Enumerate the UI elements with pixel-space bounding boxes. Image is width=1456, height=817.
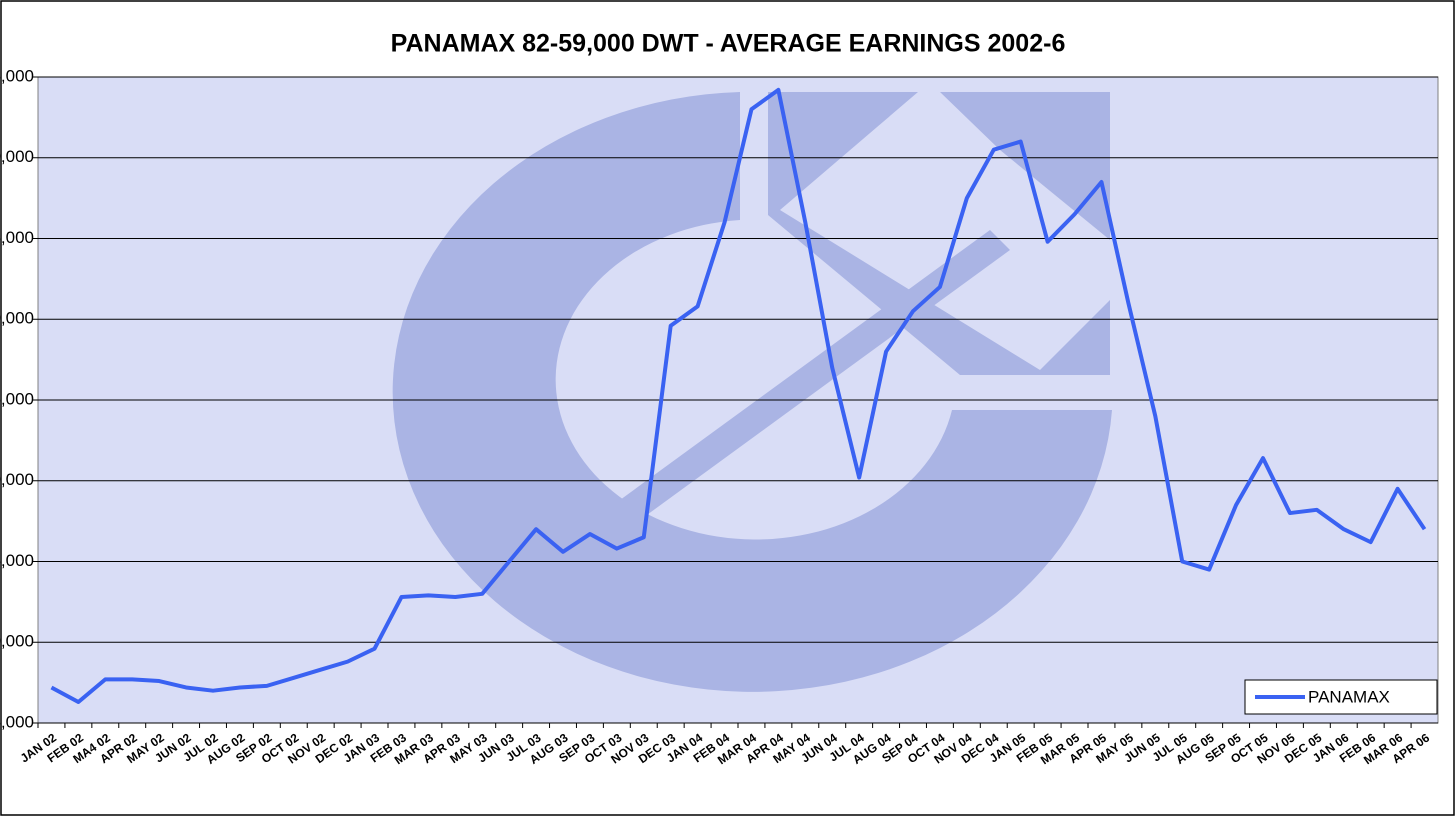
data-line	[50, 87, 1427, 705]
y-tick-label: $20,000	[0, 470, 34, 489]
y-tick-label: $30,000	[0, 309, 34, 328]
y-tick-label: $10,000	[0, 632, 34, 651]
watermark	[392, 92, 1112, 692]
y-tick-label: $35,000	[0, 228, 34, 247]
y-tick-label: $25,000	[0, 389, 34, 408]
chart-title: PANAMAX 82-59,000 DWT - AVERAGE EARNINGS…	[391, 30, 1066, 58]
y-tick-label: $45,000	[0, 66, 34, 85]
y-tick-label: $40,000	[0, 147, 34, 166]
y-tick-label: $5,000	[0, 712, 34, 731]
legend-label: PANAMAX	[1308, 687, 1390, 706]
legend: PANAMAX	[1244, 679, 1438, 715]
y-tick-label: $15,000	[0, 551, 34, 570]
